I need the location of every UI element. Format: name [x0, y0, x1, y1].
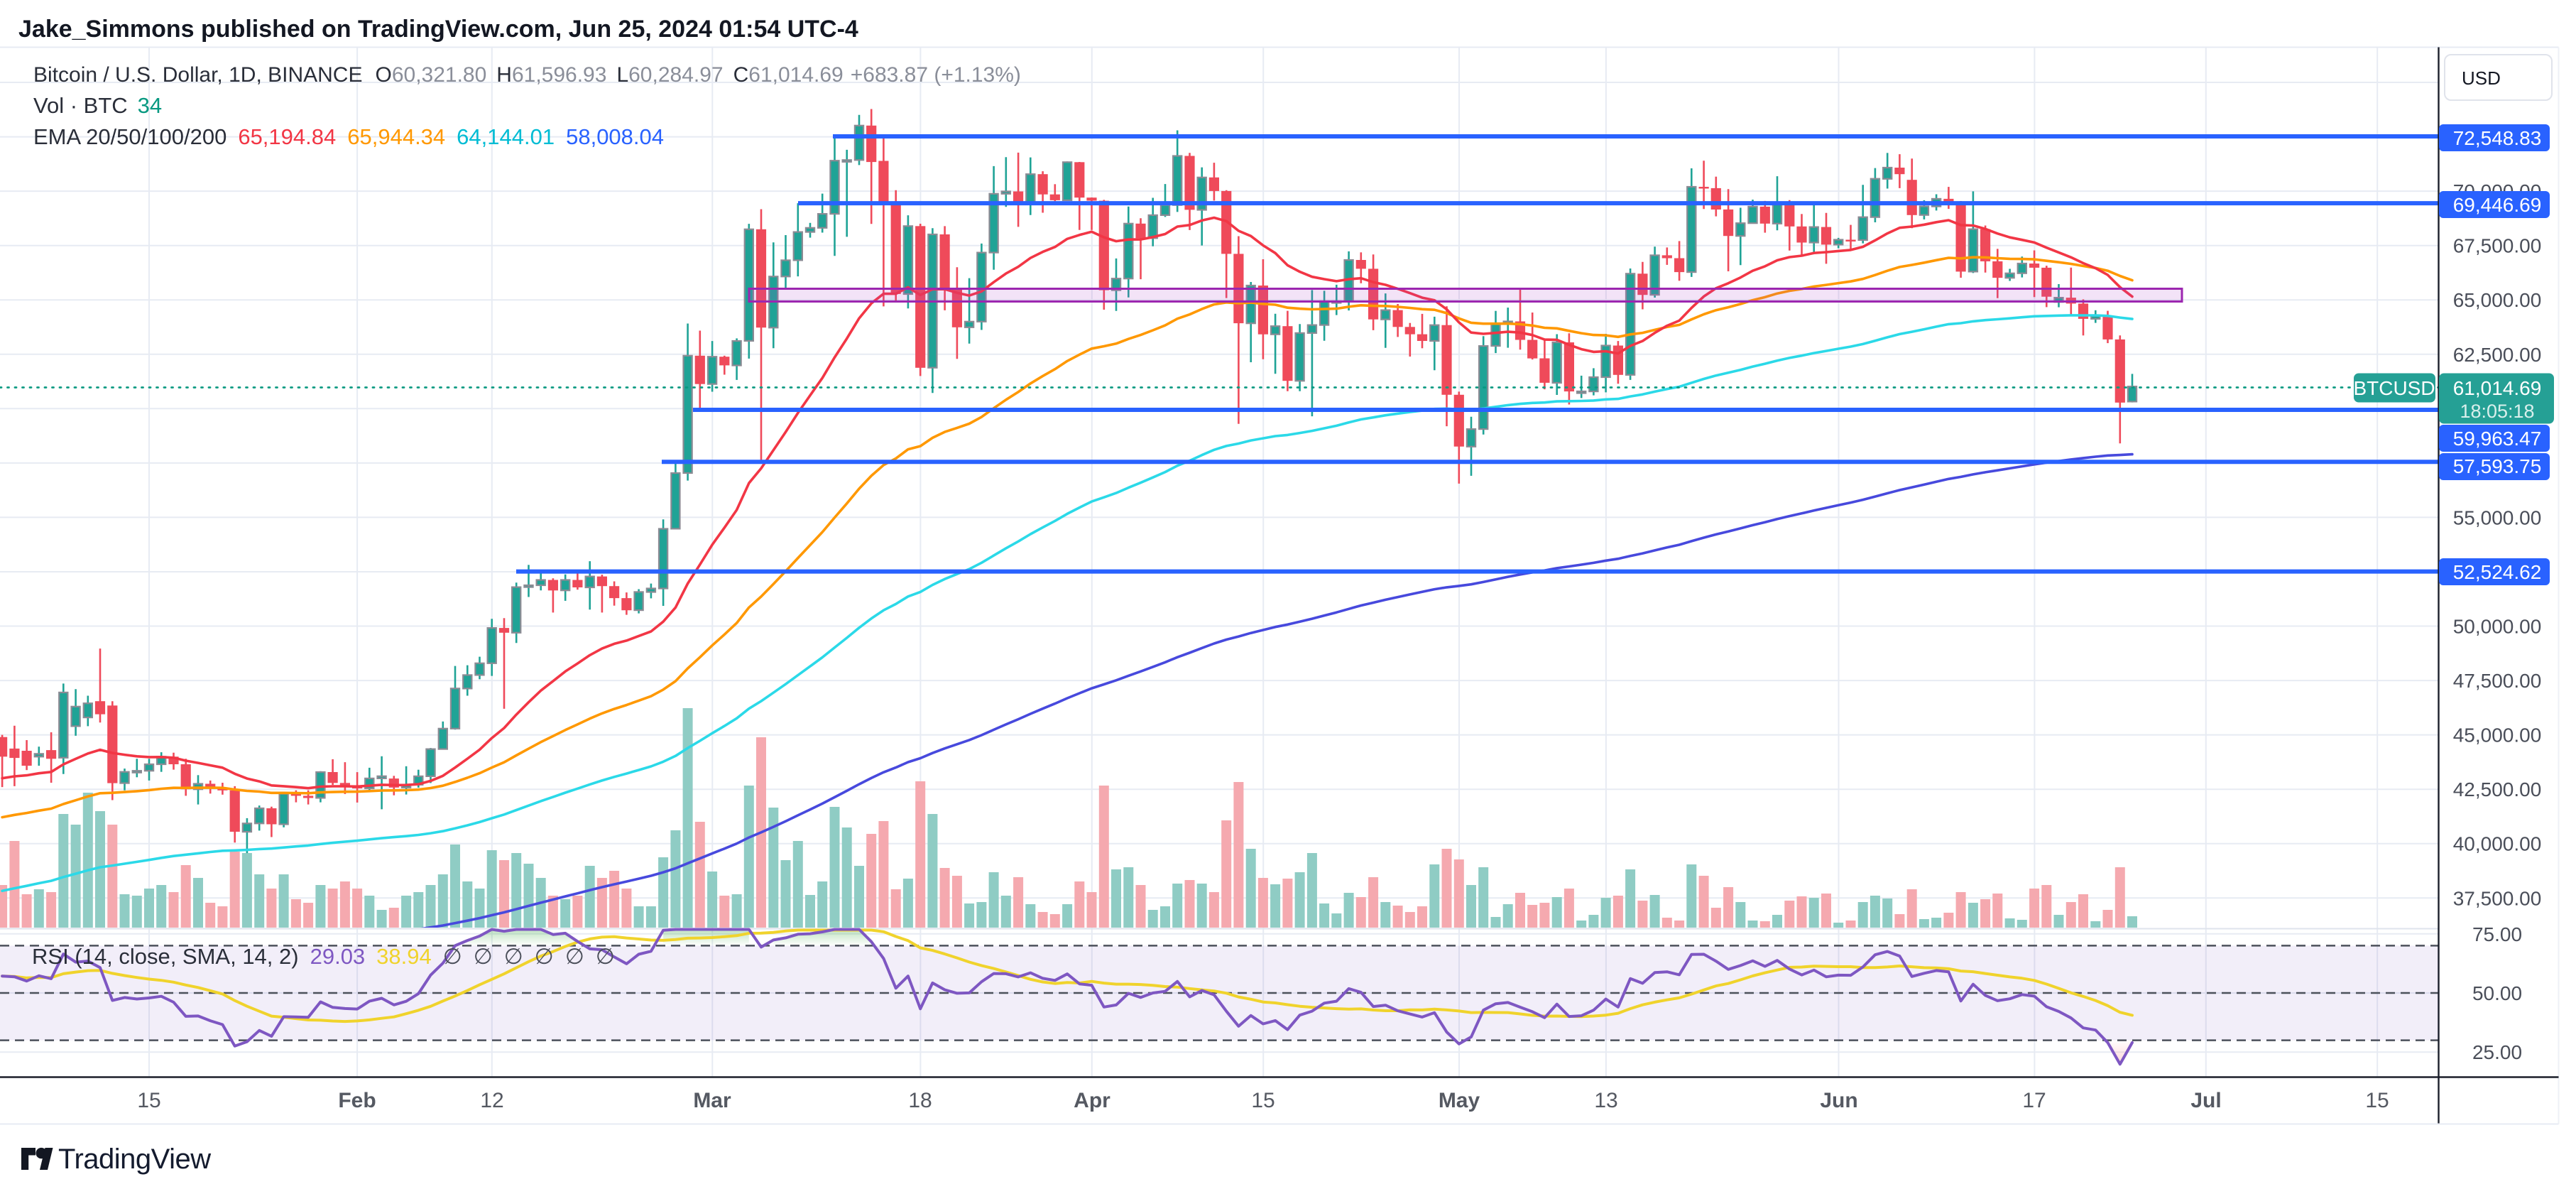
svg-text:25.00: 25.00: [2472, 1041, 2522, 1063]
svg-text:55,000.00: 55,000.00: [2453, 506, 2542, 528]
svg-text:50.00: 50.00: [2472, 982, 2522, 1004]
svg-text:TradingView: TradingView: [58, 1144, 211, 1175]
svg-text:13: 13: [1594, 1089, 1617, 1112]
svg-text:Jun: Jun: [1820, 1089, 1857, 1112]
svg-text:57,593.75: 57,593.75: [2453, 455, 2542, 477]
svg-text:12: 12: [480, 1089, 503, 1112]
svg-text:Bitcoin / U.S. Dollar, 1D, BIN: Bitcoin / U.S. Dollar, 1D, BINANCE O60,32…: [33, 63, 1021, 87]
svg-text:18:05:18: 18:05:18: [2460, 401, 2534, 422]
svg-text:USD: USD: [2462, 67, 2501, 89]
svg-text:45,000.00: 45,000.00: [2453, 724, 2542, 746]
svg-text:61,014.69: 61,014.69: [2453, 377, 2542, 399]
svg-text:Apr: Apr: [1074, 1089, 1110, 1112]
svg-text:69,446.69: 69,446.69: [2453, 194, 2542, 216]
svg-text:75.00: 75.00: [2472, 923, 2522, 945]
svg-text:65,000.00: 65,000.00: [2453, 289, 2542, 311]
svg-text:15: 15: [1251, 1089, 1275, 1112]
svg-text:17: 17: [2022, 1089, 2046, 1112]
svg-text:RSI (14, close, SMA, 14, 2)29.: RSI (14, close, SMA, 14, 2) 29.03 38.94 ∅ ∅ ∅…: [32, 944, 615, 969]
svg-text:59,963.47: 59,963.47: [2453, 428, 2542, 450]
svg-text:47,500.00: 47,500.00: [2453, 670, 2542, 692]
svg-text:Jul: Jul: [2190, 1089, 2221, 1112]
svg-text:52,524.62: 52,524.62: [2453, 561, 2542, 583]
svg-text:Jake_Simmons published on Trad: Jake_Simmons published on TradingView.co…: [18, 16, 858, 43]
svg-text:37,500.00: 37,500.00: [2453, 887, 2542, 909]
svg-text:50,000.00: 50,000.00: [2453, 616, 2542, 638]
svg-text:May: May: [1439, 1089, 1480, 1112]
svg-text:40,000.00: 40,000.00: [2453, 833, 2542, 855]
svg-text:15: 15: [2365, 1089, 2389, 1112]
svg-text:15: 15: [137, 1089, 160, 1112]
svg-text:BTCUSD: BTCUSD: [2353, 377, 2435, 399]
svg-text:18: 18: [908, 1089, 932, 1112]
svg-text:72,548.83: 72,548.83: [2453, 127, 2542, 149]
svg-text:Mar: Mar: [693, 1089, 731, 1112]
svg-text:42,500.00: 42,500.00: [2453, 778, 2542, 800]
svg-text:62,500.00: 62,500.00: [2453, 344, 2542, 366]
svg-text:67,500.00: 67,500.00: [2453, 235, 2542, 257]
svg-text:Feb: Feb: [338, 1089, 376, 1112]
